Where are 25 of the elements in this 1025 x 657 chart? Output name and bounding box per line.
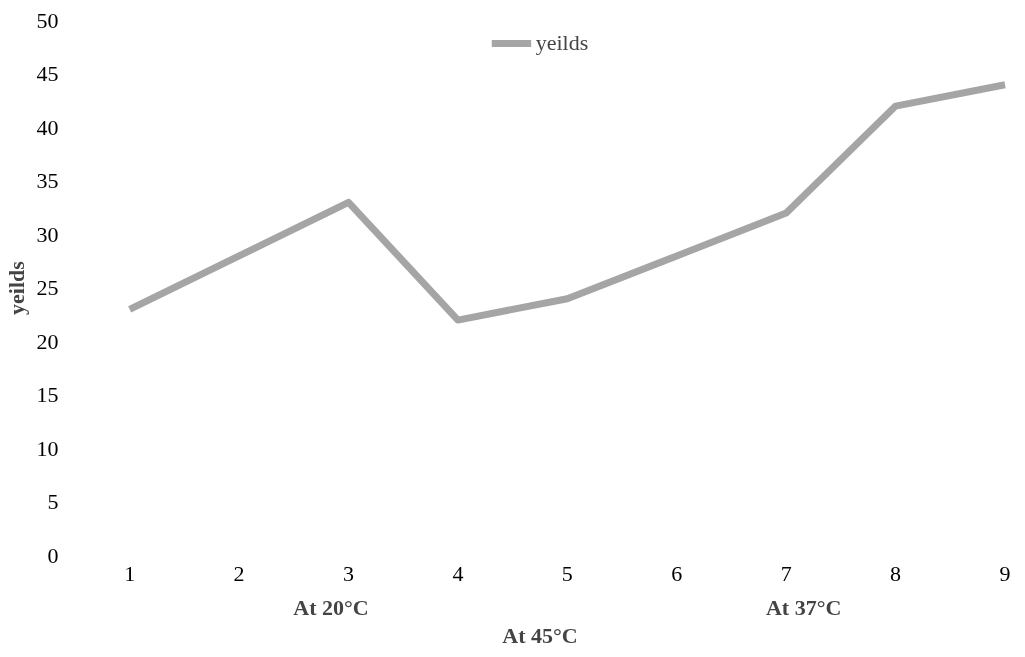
x-tick-label: 4 <box>452 560 464 586</box>
y-tick-label: 5 <box>47 489 59 514</box>
legend-label: yeilds <box>535 30 589 56</box>
y-tick-label: 30 <box>36 221 59 247</box>
y-tick-label: 45 <box>36 61 59 86</box>
text: At 37°C <box>766 594 842 620</box>
x-tick-label: 1 <box>124 560 136 586</box>
x-tick-label: 2 <box>233 560 245 586</box>
x-axis-title: At 45°C <box>502 622 578 648</box>
y-tick-label: 35 <box>36 168 59 193</box>
y-tick-label: 10 <box>36 435 59 461</box>
x-tick-label: 5 <box>561 560 573 586</box>
x-tick-label: 9 <box>999 560 1011 586</box>
x-tick-label: 3 <box>343 560 355 586</box>
x-tick-label: 8 <box>890 560 902 586</box>
text: At 20°C <box>293 594 369 620</box>
y-axis-title: yeilds <box>3 260 29 315</box>
y-tick-label: 50 <box>36 7 59 33</box>
x-tick-label: 7 <box>780 560 792 586</box>
y-tick-label: 25 <box>36 275 59 300</box>
y-tick-label: 15 <box>36 382 59 407</box>
y-tick-label: 0 <box>47 542 59 568</box>
y-tick-label: 20 <box>36 328 59 354</box>
y-tick-label: 40 <box>36 114 59 140</box>
x-tick-label: 6 <box>671 560 683 586</box>
